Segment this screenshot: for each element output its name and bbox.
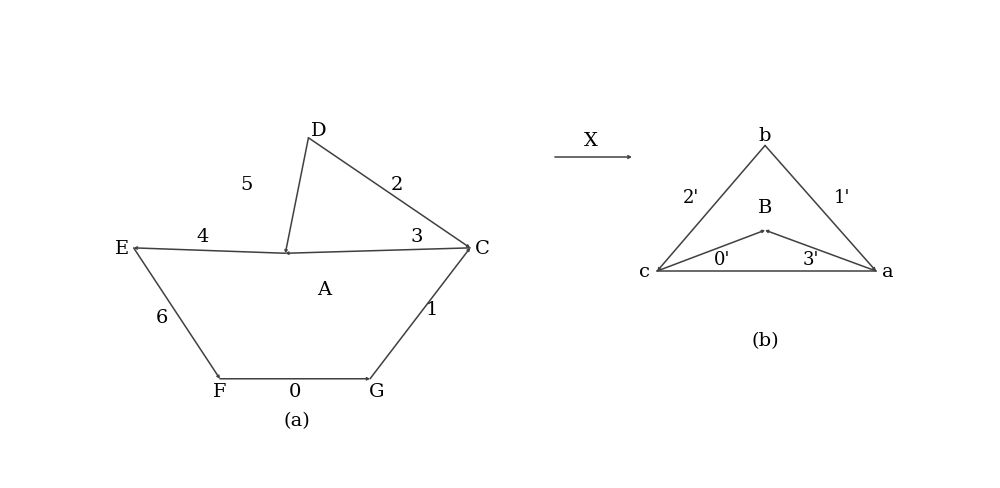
Text: a: a [882,263,894,281]
Text: b: b [759,126,771,144]
Text: 3': 3' [803,250,819,268]
Text: (b): (b) [751,331,779,349]
Text: X: X [584,132,598,150]
Text: 3: 3 [410,227,422,245]
Text: 1: 1 [425,301,438,319]
Text: 0: 0 [288,382,301,400]
Text: E: E [115,240,129,257]
Text: F: F [213,382,227,400]
Text: 6: 6 [156,308,168,326]
Text: 5: 5 [241,176,253,194]
Text: G: G [368,382,384,400]
Text: B: B [758,199,772,217]
Text: D: D [311,122,326,140]
Text: 1': 1' [834,189,850,206]
Text: 2': 2' [683,189,699,206]
Text: 0': 0' [714,250,730,268]
Text: A: A [317,281,331,299]
Text: 2: 2 [391,176,403,194]
Text: C: C [475,240,490,257]
Text: 4: 4 [197,227,209,245]
Text: (a): (a) [284,411,310,429]
Text: c: c [639,263,650,281]
